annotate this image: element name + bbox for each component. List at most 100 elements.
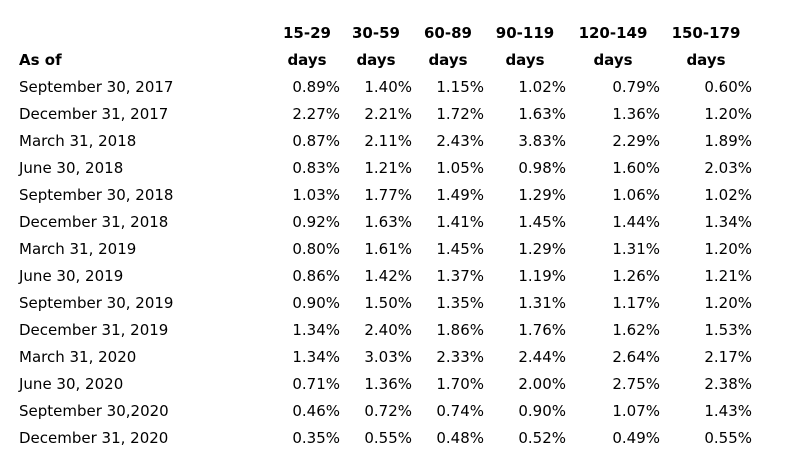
rate-cell: 2.11% [364, 132, 412, 150]
rate-cell: 2.43% [436, 132, 484, 150]
column-header-days: days [593, 51, 633, 69]
rate-cell: 2.40% [364, 321, 412, 339]
column-header-days: days [287, 51, 327, 69]
as-of-date-cell: December 31, 2020 [19, 429, 169, 447]
rate-cell: 1.21% [364, 159, 412, 177]
rate-cell: 2.00% [518, 375, 566, 393]
as-of-date-cell: September 30, 2019 [19, 294, 174, 312]
rate-cell: 1.45% [518, 213, 566, 231]
delinquency-rate-table: 15-29 30-59 60-89 90-119 120-149 150-179… [14, 20, 752, 452]
rate-cell: 1.60% [612, 159, 660, 177]
rate-cell: 0.72% [364, 402, 412, 420]
rate-cell: 1.02% [518, 78, 566, 96]
rate-cell: 2.38% [704, 375, 752, 393]
rate-cell: 0.52% [518, 429, 566, 447]
as-of-date-cell: June 30, 2018 [19, 159, 124, 177]
rate-cell: 2.27% [292, 105, 340, 123]
rate-cell: 0.90% [292, 294, 340, 312]
rate-cell: 1.29% [518, 240, 566, 258]
rate-cell: 1.19% [518, 267, 566, 285]
column-header-days: days [356, 51, 396, 69]
rate-cell: 0.87% [292, 132, 340, 150]
column-header-15-29: 15-29 [283, 24, 331, 42]
column-header-90-119: 90-119 [495, 24, 555, 42]
rate-cell: 1.15% [436, 78, 484, 96]
rate-cell: 2.03% [704, 159, 752, 177]
table-row: December 31, 2018 0.92% 1.63% 1.41% 1.45% 1.4… [14, 209, 752, 236]
rate-cell: 1.41% [436, 213, 484, 231]
rate-cell: 1.34% [704, 213, 752, 231]
rate-cell: 1.43% [704, 402, 752, 420]
rate-cell: 0.89% [292, 78, 340, 96]
rate-cell: 1.37% [436, 267, 484, 285]
table-body: September 30, 2017 0.89% 1.40% 1.15% 1.02% 0.… [14, 74, 752, 452]
rate-cell: 1.49% [436, 186, 484, 204]
table-row: December 31, 2017 2.27% 2.21% 1.72% 1.63% 1.3… [14, 101, 752, 128]
rate-cell: 1.63% [518, 105, 566, 123]
rate-cell: 1.29% [518, 186, 566, 204]
rate-cell: 1.76% [518, 321, 566, 339]
column-header-150-179: 150-179 [671, 24, 741, 42]
as-of-date-cell: September 30,2020 [19, 402, 169, 420]
table-row: December 31, 2020 0.35% 0.55% 0.48% 0.52% 0.4… [14, 425, 752, 452]
rate-cell: 1.62% [612, 321, 660, 339]
rate-cell: 0.48% [436, 429, 484, 447]
rate-cell: 1.42% [364, 267, 412, 285]
rate-cell: 1.45% [436, 240, 484, 258]
table-header: 15-29 30-59 60-89 90-119 120-149 150-179… [14, 20, 752, 74]
as-of-date-cell: March 31, 2020 [19, 348, 137, 366]
as-of-date-cell: March 31, 2019 [19, 240, 137, 258]
rate-cell: 1.02% [704, 186, 752, 204]
rate-cell: 0.86% [292, 267, 340, 285]
table-row: March 31, 2020 1.34% 3.03% 2.33% 2.44% 2.64% 2… [14, 344, 752, 371]
header-row-2: As of days days days days days days [14, 47, 752, 74]
rate-cell: 1.36% [364, 375, 412, 393]
header-blank-cell [14, 20, 274, 47]
table-row: June 30, 2020 0.71% 1.36% 1.70% 2.00% 2.75% 2.… [14, 371, 752, 398]
rate-cell: 0.90% [518, 402, 566, 420]
table-row: June 30, 2018 0.83% 1.21% 1.05% 0.98% 1.60% 2.… [14, 155, 752, 182]
header-row-1: 15-29 30-59 60-89 90-119 120-149 150-179 [14, 20, 752, 47]
rate-cell: 0.80% [292, 240, 340, 258]
as-of-date-cell: September 30, 2017 [19, 78, 174, 96]
rate-cell: 1.89% [704, 132, 752, 150]
rate-cell: 1.31% [518, 294, 566, 312]
as-of-date-cell: December 31, 2017 [19, 105, 169, 123]
column-header-days: days [428, 51, 468, 69]
as-of-date-cell: December 31, 2018 [19, 213, 169, 231]
rate-cell: 1.20% [704, 105, 752, 123]
column-header-30-59: 30-59 [352, 24, 400, 42]
table-row: March 31, 2018 0.87% 2.11% 2.43% 3.83% 2.29% 1… [14, 128, 752, 155]
rate-cell: 1.20% [704, 294, 752, 312]
rate-cell: 1.35% [436, 294, 484, 312]
rate-cell: 1.34% [292, 348, 340, 366]
rate-cell: 2.75% [612, 375, 660, 393]
as-of-date-cell: September 30, 2018 [19, 186, 174, 204]
column-header-days: days [505, 51, 545, 69]
column-header-120-149: 120-149 [578, 24, 648, 42]
rate-cell: 0.98% [518, 159, 566, 177]
rate-cell: 1.70% [436, 375, 484, 393]
table-row: September 30, 2019 0.90% 1.50% 1.35% 1.31% 1.… [14, 290, 752, 317]
rate-cell: 0.79% [612, 78, 660, 96]
table-row: March 31, 2019 0.80% 1.61% 1.45% 1.29% 1.31% 1… [14, 236, 752, 263]
rate-cell: 2.29% [612, 132, 660, 150]
rate-cell: 1.77% [364, 186, 412, 204]
rate-cell: 2.44% [518, 348, 566, 366]
as-of-date-cell: June 30, 2019 [19, 267, 124, 285]
rate-cell: 1.26% [612, 267, 660, 285]
rate-cell: 0.55% [364, 429, 412, 447]
rate-cell: 1.07% [612, 402, 660, 420]
rate-cell: 0.74% [436, 402, 484, 420]
table-row: June 30, 2019 0.86% 1.42% 1.37% 1.19% 1.26% 1.… [14, 263, 752, 290]
rate-cell: 3.83% [518, 132, 566, 150]
rate-cell: 1.44% [612, 213, 660, 231]
rate-cell: 3.03% [364, 348, 412, 366]
rate-cell: 1.40% [364, 78, 412, 96]
rate-cell: 1.53% [704, 321, 752, 339]
rate-cell: 1.63% [364, 213, 412, 231]
table-row: December 31, 2019 1.34% 2.40% 1.86% 1.76% 1.6… [14, 317, 752, 344]
rate-cell: 2.17% [704, 348, 752, 366]
as-of-date-cell: June 30, 2020 [19, 375, 124, 393]
rate-cell: 1.06% [612, 186, 660, 204]
